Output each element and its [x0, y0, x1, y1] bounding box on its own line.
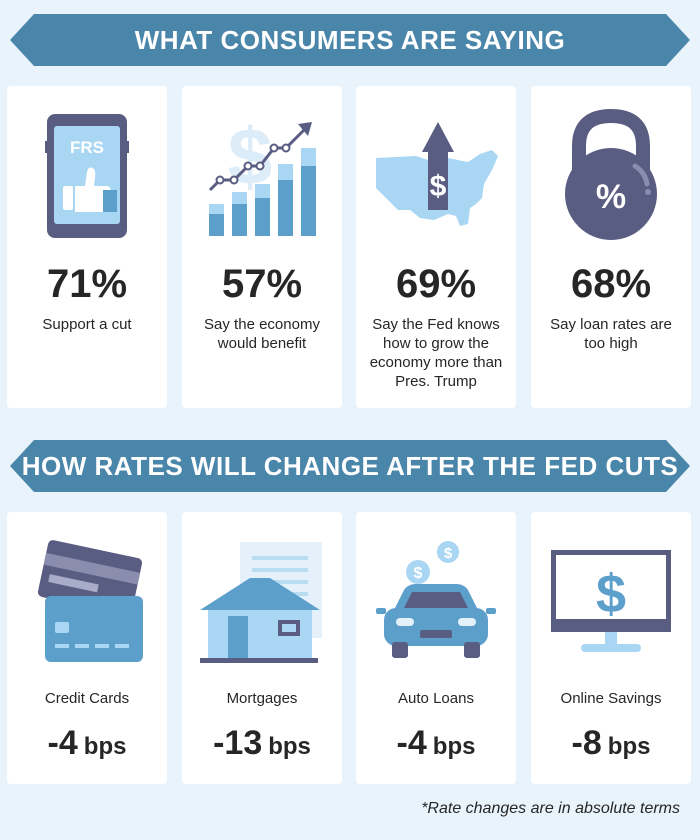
- credit-cards-icon: [7, 512, 167, 672]
- svg-text:%: %: [596, 178, 626, 216]
- footnote: *Rate changes are in absolute terms: [421, 800, 680, 817]
- survey-card: $ 69% Say the Fed knows how to grow the …: [356, 86, 516, 408]
- rate-unit: bps: [268, 733, 311, 760]
- monitor-dollar-icon: $: [531, 512, 691, 672]
- survey-card: $ 57% Say the econ: [182, 86, 342, 408]
- rate-change: -4 bps: [7, 724, 167, 763]
- survey-card: FRS 71% Support a cut: [7, 86, 167, 408]
- rate-label: Credit Cards: [44, 690, 130, 707]
- svg-text:$: $: [414, 565, 423, 582]
- house-document-icon: [182, 512, 342, 672]
- section-title: HOW RATES WILL CHANGE AFTER THE FED CUTS: [21, 450, 679, 481]
- growth-chart-icon: $: [182, 86, 342, 246]
- rate-change: -4 bps: [356, 724, 516, 763]
- rate-card: $ $ Auto Loans -4 bps: [356, 512, 516, 784]
- rate-label: Online Savings: [560, 690, 662, 707]
- rate-label: Auto Loans: [398, 690, 474, 707]
- rate-value: -13: [213, 724, 263, 762]
- us-map-dollar-arrow-icon: $: [356, 86, 516, 246]
- rate-card: Credit Cards -4 bps: [7, 512, 167, 784]
- stat-description: Say the economy would benefit: [204, 316, 320, 352]
- stat-percent: 71%: [46, 262, 128, 306]
- rate-change: -8 bps: [531, 724, 691, 763]
- svg-text:FRS: FRS: [70, 138, 104, 157]
- stat-description: Say the Fed knows how to grow the econom…: [369, 316, 503, 390]
- survey-card: % 68% Say loan rates are too high: [531, 86, 691, 408]
- rate-value: -8: [571, 724, 602, 762]
- section-banner-consumers: WHAT CONSUMERS ARE SAYING: [10, 14, 690, 66]
- rate-change: -13 bps: [182, 724, 342, 763]
- svg-text:$: $: [444, 545, 453, 562]
- rate-card: $ Online Savings -8 bps: [531, 512, 691, 784]
- svg-text:$: $: [596, 564, 626, 624]
- phone-thumbs-up-icon: FRS: [7, 86, 167, 246]
- rate-unit: bps: [83, 733, 127, 760]
- section-banner-rates: HOW RATES WILL CHANGE AFTER THE FED CUTS: [10, 440, 690, 492]
- rate-unit: bps: [607, 733, 651, 760]
- rate-value: -4: [396, 724, 427, 762]
- rate-value: -4: [47, 724, 78, 762]
- rate-label: Mortgages: [226, 690, 298, 707]
- rate-unit: bps: [432, 733, 476, 760]
- rate-card: Mortgages -13 bps: [182, 512, 342, 784]
- section-title: WHAT CONSUMERS ARE SAYING: [134, 24, 566, 55]
- svg-text:$: $: [430, 170, 447, 203]
- stat-percent: 68%: [570, 262, 652, 306]
- stat-percent: 69%: [395, 262, 477, 306]
- stat-description: Support a cut: [42, 316, 132, 333]
- percent-kettlebell-icon: %: [531, 86, 691, 246]
- car-coins-icon: $ $: [356, 512, 516, 672]
- stat-description: Say loan rates are too high: [550, 316, 672, 352]
- stat-percent: 57%: [221, 262, 303, 306]
